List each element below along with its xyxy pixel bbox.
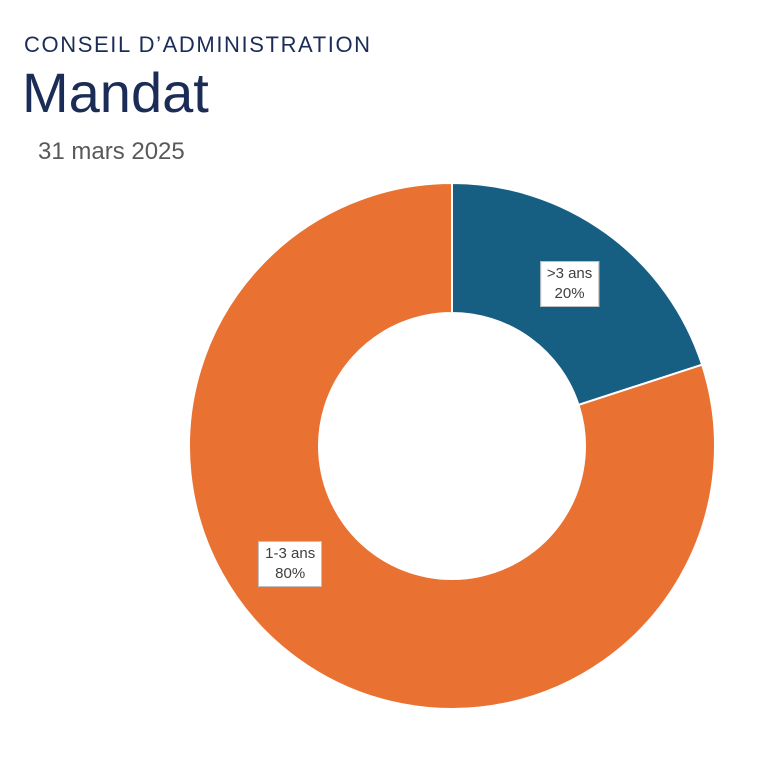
chart-title: Mandat [22,61,209,124]
data-label-over-3-ans: >3 ans 20% [539,261,600,308]
data-label-value: 20% [554,285,585,303]
chart-date: 31 mars 2025 [38,138,185,165]
data-label-category: >3 ans [546,265,593,283]
data-label-value: 80% [275,564,306,582]
data-label-category: 1-3 ans [265,544,316,562]
chart-subtitle: CONSEIL D’ADMINISTRATION [24,32,372,57]
data-label-1-3-ans: 1-3 ans 80% [258,540,323,587]
